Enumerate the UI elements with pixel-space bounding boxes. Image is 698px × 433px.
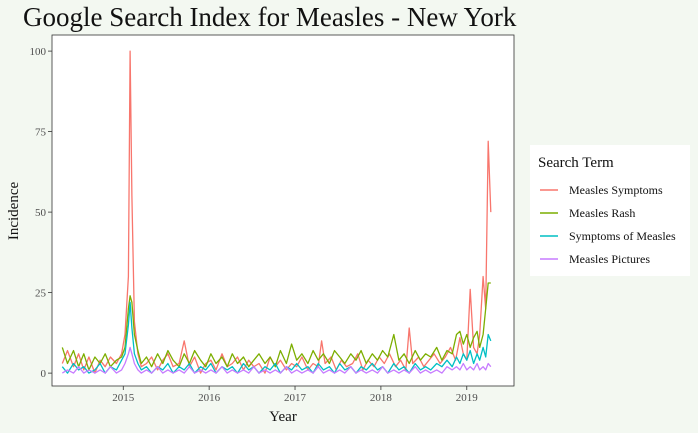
x-tick-label: 2018 (370, 392, 393, 404)
x-tick-label: 2015 (112, 392, 135, 404)
chart-title: Google Search Index for Measles - New Yo… (23, 2, 517, 32)
series-line-measles-symptoms (61, 50, 492, 374)
legend-label: Symptoms of Measles (569, 229, 676, 243)
legend-label: Measles Pictures (569, 252, 650, 266)
plot-panel (51, 34, 515, 387)
series-line-measles-pictures (61, 346, 492, 374)
x-axis-label: Year (269, 409, 297, 425)
y-tick-label: 25 (35, 288, 47, 300)
y-tick-label: 0 (41, 368, 47, 380)
y-tick-label: 100 (30, 46, 47, 58)
x-tick-label: 2017 (284, 392, 307, 404)
legend: Search Term Measles Symptoms Measles Rash… (530, 145, 690, 276)
legend-label: Measles Rash (569, 206, 635, 220)
y-tick-label: 75 (35, 127, 47, 139)
axis-layer: 2015 2016 2017 2018 2019 0 25 50 75 100 (30, 46, 479, 404)
series-layer (61, 50, 492, 374)
legend-box (530, 145, 690, 276)
y-axis-label: Incidence (6, 182, 22, 241)
legend-title: Search Term (538, 155, 614, 171)
legend-label: Measles Symptoms (569, 183, 663, 197)
legend-items: Measles Symptoms Measles Rash Symptoms of … (540, 183, 676, 266)
x-tick-label: 2016 (198, 392, 221, 404)
series-line-measles-rash (61, 282, 491, 371)
x-tick-label: 2019 (456, 392, 479, 404)
y-tick-label: 50 (35, 207, 47, 219)
